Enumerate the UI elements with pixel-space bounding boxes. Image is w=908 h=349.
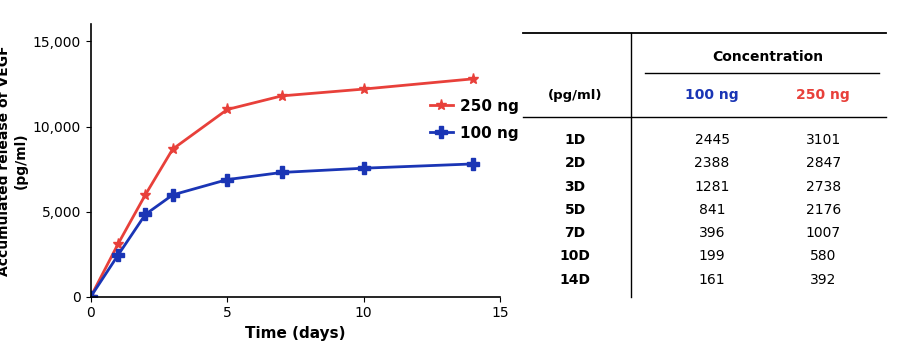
Text: 250 ng: 250 ng [796, 88, 850, 102]
100 ng [85, 295, 96, 299]
Text: 841: 841 [699, 203, 725, 217]
Line: 250 ng: 250 ng [85, 73, 479, 302]
Y-axis label: Accumulated release of VEGF
(pg/ml): Accumulated release of VEGF (pg/ml) [0, 45, 27, 276]
250 ng [276, 94, 287, 98]
Text: 14D: 14D [559, 273, 590, 287]
Text: 161: 161 [699, 273, 725, 287]
Text: 1D: 1D [565, 133, 586, 147]
X-axis label: Time (days): Time (days) [245, 326, 346, 341]
100 ng [276, 170, 287, 174]
Text: 100 ng: 100 ng [686, 88, 739, 102]
250 ng [140, 193, 151, 197]
100 ng [468, 162, 479, 166]
250 ng [85, 295, 96, 299]
250 ng [222, 107, 232, 112]
Text: 1281: 1281 [695, 180, 730, 194]
100 ng [167, 193, 178, 197]
Text: 580: 580 [810, 250, 836, 263]
Text: 2847: 2847 [805, 156, 841, 170]
Text: 10D: 10D [559, 250, 590, 263]
Text: 2388: 2388 [695, 156, 730, 170]
100 ng [113, 253, 123, 257]
100 ng [222, 178, 232, 182]
Text: 3101: 3101 [805, 133, 841, 147]
250 ng [358, 87, 369, 91]
Text: (pg/ml): (pg/ml) [548, 89, 602, 102]
Legend: 250 ng, 100 ng: 250 ng, 100 ng [423, 92, 525, 147]
Text: 392: 392 [810, 273, 836, 287]
Text: 2445: 2445 [695, 133, 730, 147]
250 ng [113, 242, 123, 246]
100 ng [140, 212, 151, 216]
250 ng [167, 147, 178, 151]
Text: 5D: 5D [565, 203, 586, 217]
Text: 2D: 2D [565, 156, 586, 170]
Text: Concentration: Concentration [712, 50, 824, 64]
100 ng [358, 166, 369, 170]
Text: 1007: 1007 [805, 226, 841, 240]
Text: 396: 396 [699, 226, 725, 240]
Line: 100 ng: 100 ng [85, 158, 479, 302]
Text: 199: 199 [699, 250, 725, 263]
Text: 7D: 7D [565, 226, 586, 240]
250 ng [468, 77, 479, 81]
Text: 2176: 2176 [805, 203, 841, 217]
Text: 2738: 2738 [805, 180, 841, 194]
Text: 3D: 3D [565, 180, 586, 194]
